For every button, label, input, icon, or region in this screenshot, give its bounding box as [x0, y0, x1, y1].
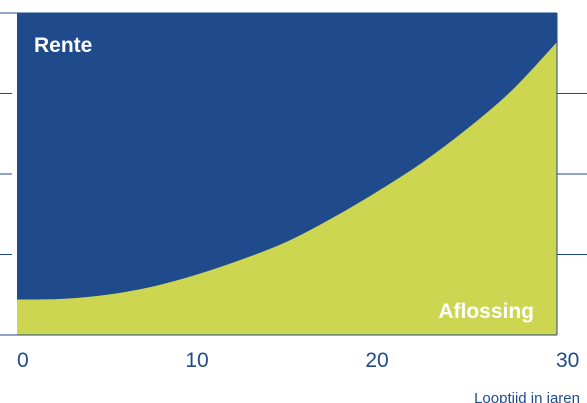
x-tick-labels: 0 10 20 30	[17, 349, 579, 372]
axes-layer	[0, 12, 587, 336]
x-tick-label: 30	[556, 349, 579, 372]
x-tick-label: 0	[17, 349, 29, 372]
series-label-aflossing: Aflossing	[438, 300, 534, 323]
x-tick-label: 10	[185, 349, 208, 372]
area-aflossing	[17, 41, 557, 335]
x-tick-label: 20	[365, 349, 388, 372]
area-layer	[17, 13, 557, 335]
series-label-rente: Rente	[34, 34, 92, 57]
x-axis-title: Looptijd in jaren	[474, 390, 580, 403]
